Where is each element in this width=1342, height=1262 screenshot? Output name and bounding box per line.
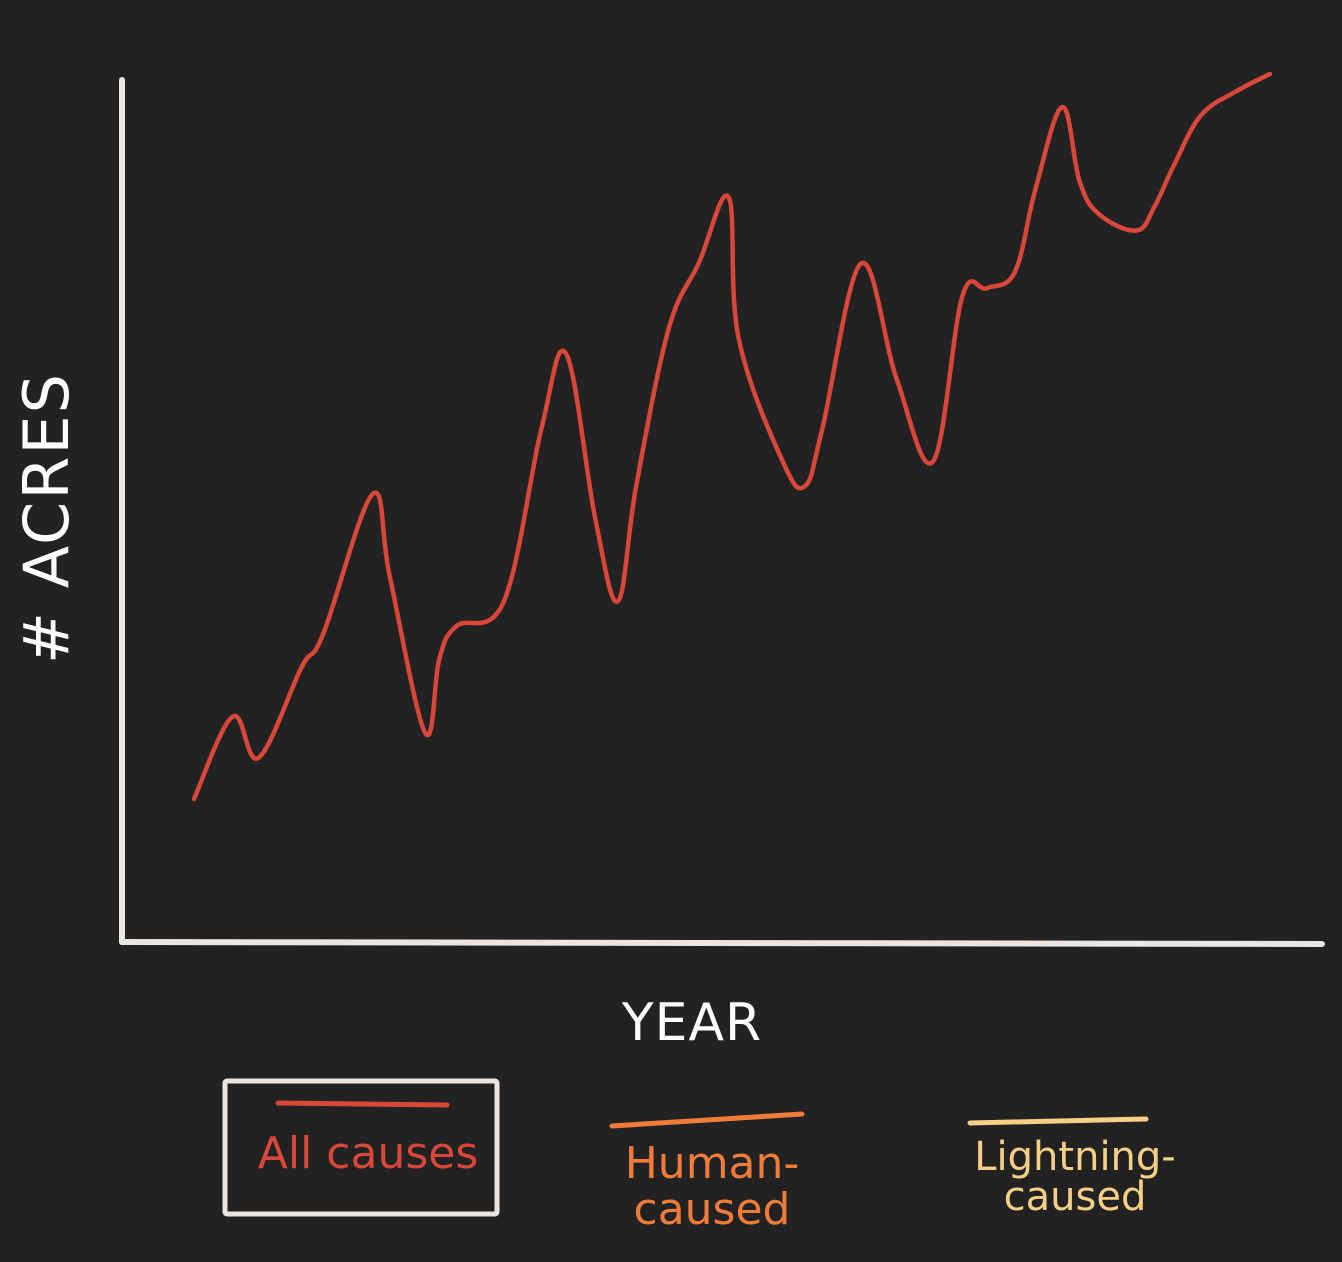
legend-swatch-human-caused [609, 1111, 805, 1129]
legend-swatch-lightning-caused [967, 1116, 1149, 1126]
series-layer [191, 71, 1273, 802]
x-axis-label: YEAR [621, 993, 762, 1053]
legend-item-lightning-caused[interactable]: Lightning-caused [967, 1116, 1176, 1220]
y-axis-label: # ACRES [10, 372, 83, 664]
legend-label-human-caused: Human-caused [625, 1138, 800, 1235]
legend-label-line: Human- [625, 1138, 800, 1189]
legend-label-line: Lightning- [974, 1134, 1175, 1180]
legend-label-all-causes: All causes [258, 1128, 479, 1179]
legend: All causes Human-caused Lightning-caused [222, 1078, 1176, 1235]
legend-label-line: caused [1004, 1174, 1147, 1220]
legend-selected-box [222, 1078, 500, 1217]
legend-swatch-all-causes [275, 1100, 450, 1108]
legend-item-human-caused[interactable]: Human-caused [609, 1111, 805, 1235]
series-line-all-causes [191, 71, 1273, 802]
legend-label-lightning-caused: Lightning-caused [974, 1134, 1175, 1220]
legend-label-line: caused [634, 1184, 791, 1235]
legend-item-all-causes[interactable]: All causes [258, 1100, 479, 1179]
x-axis [119, 939, 1325, 947]
